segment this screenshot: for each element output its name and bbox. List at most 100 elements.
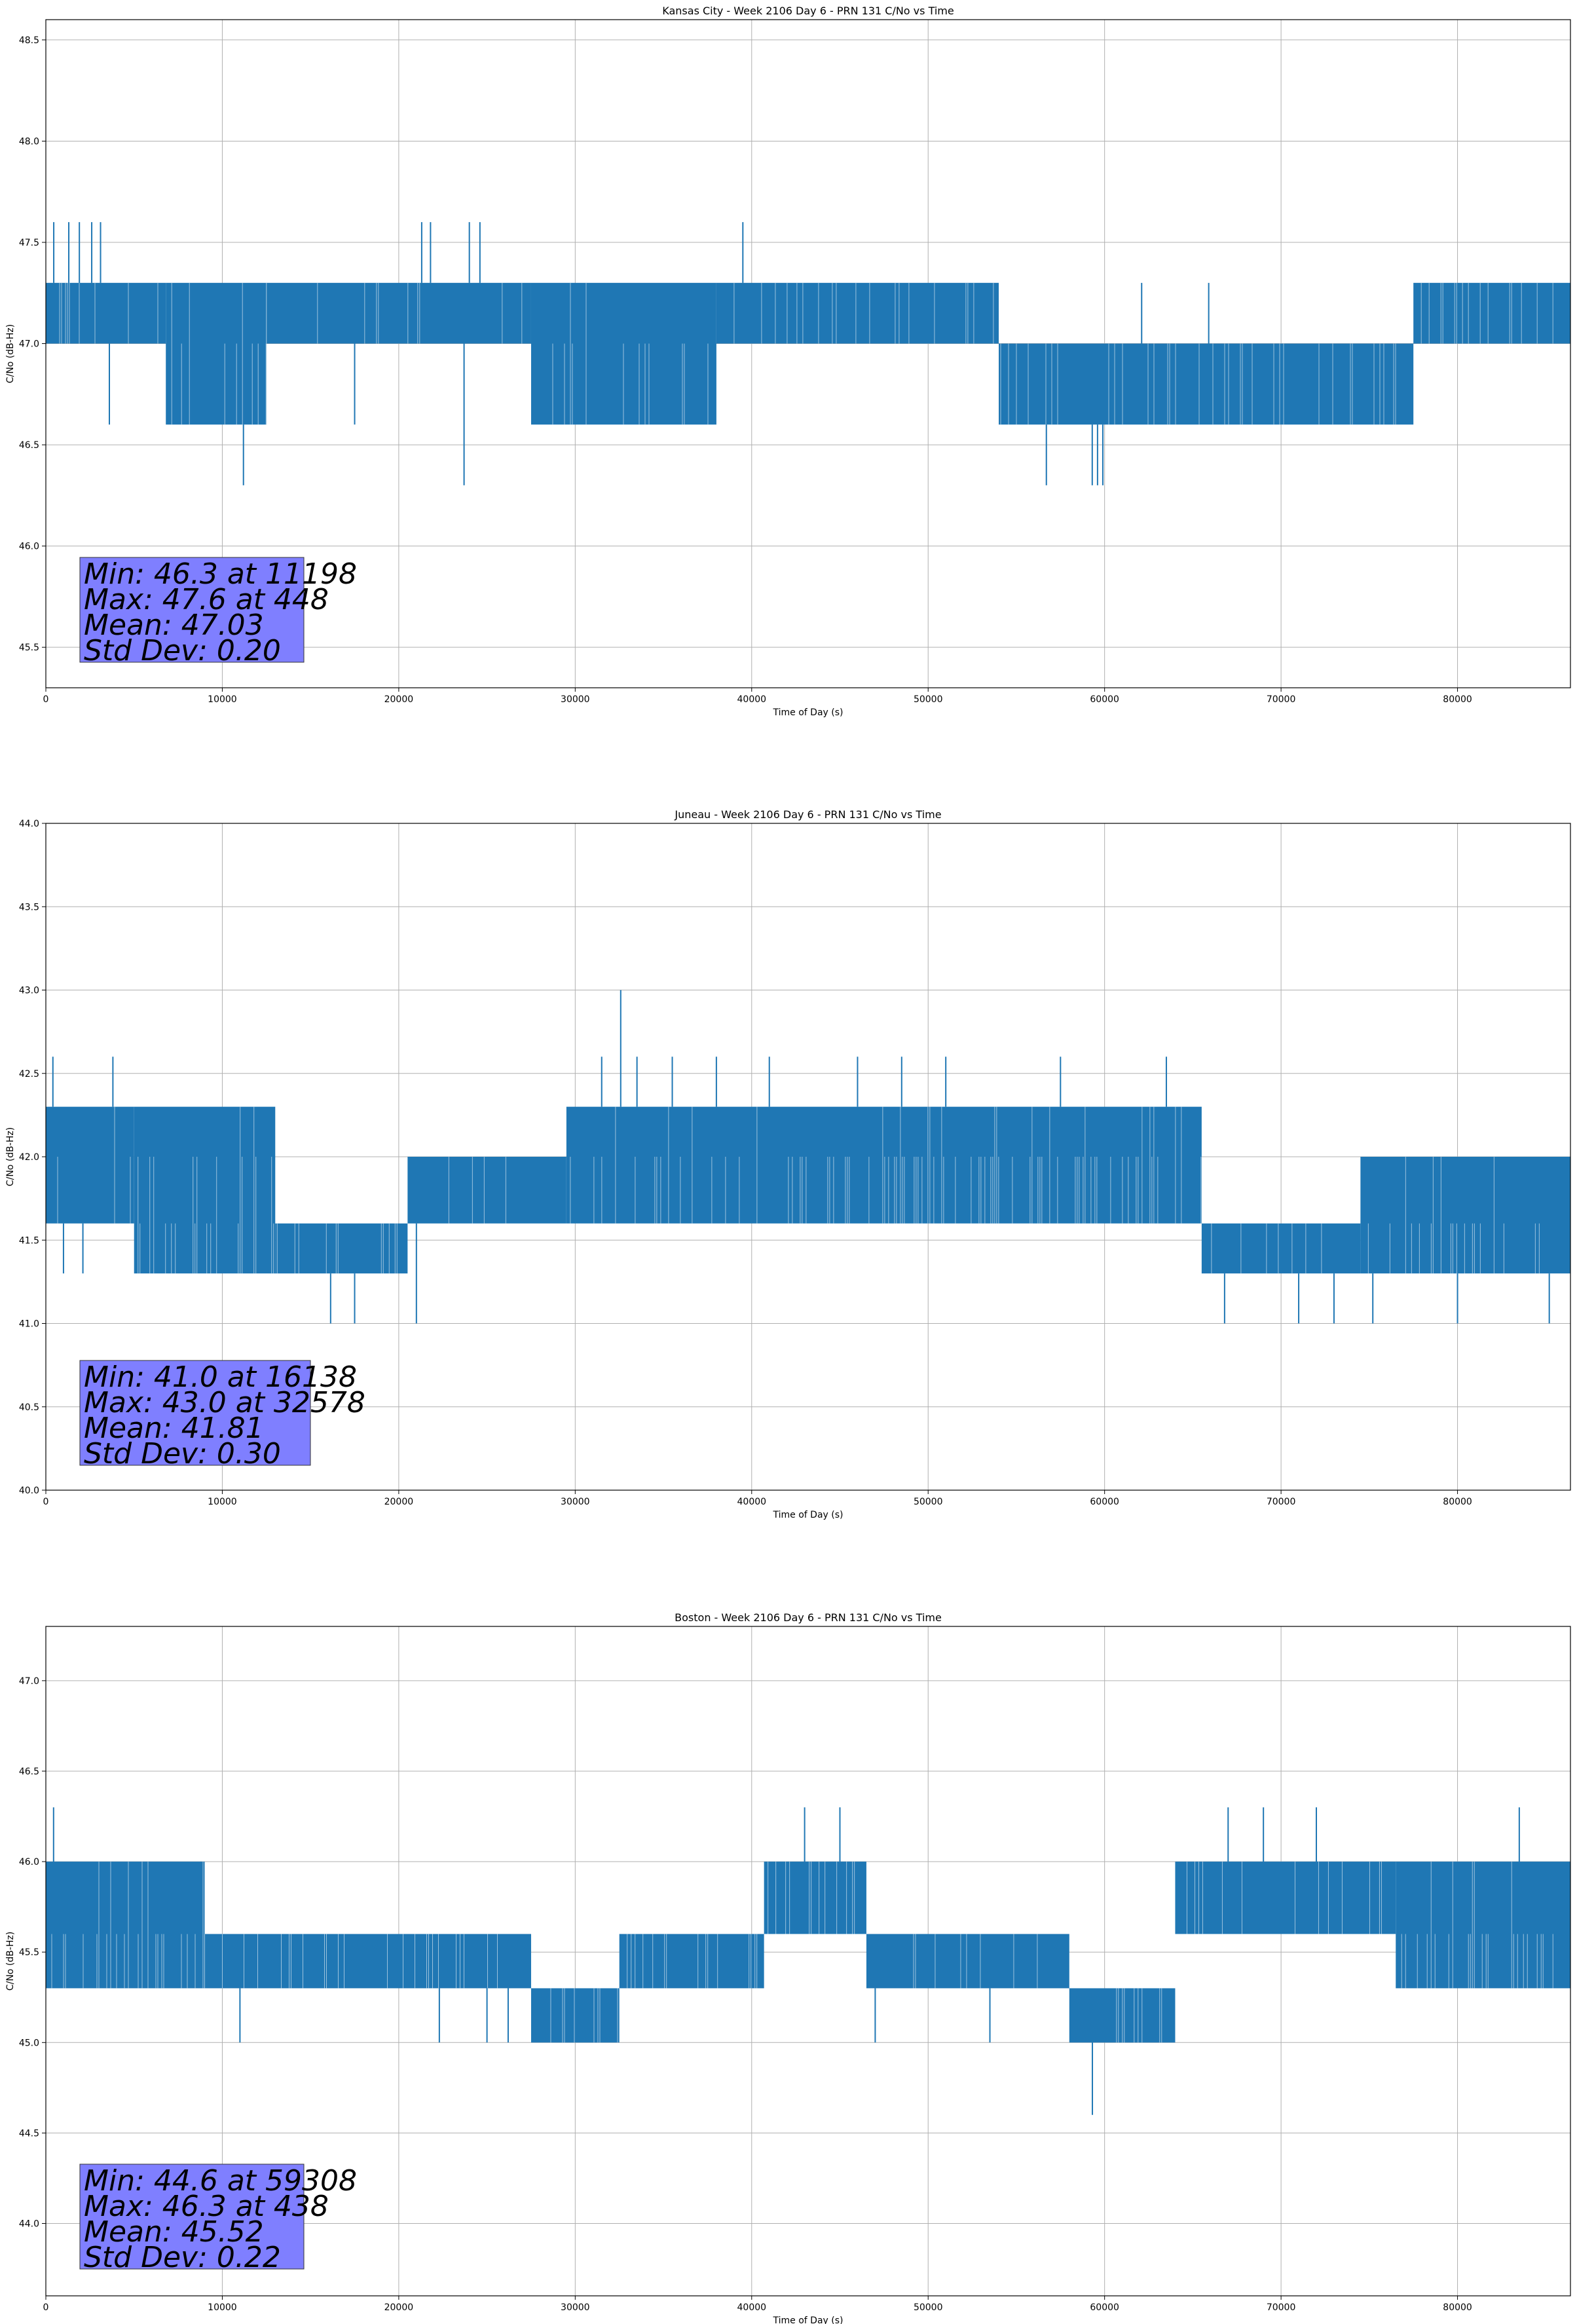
y-tick-label: 44.0 [19,2219,39,2230]
x-tick-label: 30000 [561,2302,590,2313]
chart-1: 0 10000 20000 30000 40000 50000 60000 70000 8000… [5,5,1571,718]
x-tick-label: 60000 [1090,2302,1119,2313]
data-band [1396,1862,1570,1989]
y-tick-label: 42.5 [19,1069,39,1079]
stats-line: Mean: 41.81 [84,1412,264,1445]
y-tick-label: 46.5 [19,440,39,451]
y-axis-label: C/No (dB-Hz) [5,324,16,383]
x-tick-label: 50000 [914,2302,943,2313]
data-band [619,1934,764,1989]
chart-title: Boston - Week 2106 Day 6 - PRN 131 C/No … [675,1611,942,1624]
x-tick-label: 20000 [384,2302,414,2313]
stats-line: Max: 43.0 at 32578 [84,1386,365,1419]
stats-box [79,1360,311,1466]
x-tick-label: 50000 [914,1497,943,1507]
y-tick-label: 48.5 [19,35,39,46]
axes-frame [45,1626,1571,2296]
chart-title: Kansas City - Week 2106 Day 6 - PRN 131 … [662,5,954,17]
data-band [566,1106,1202,1224]
stats-line: Std Dev: 0.22 [84,2241,281,2274]
x-tick-label: 40000 [737,694,767,705]
x-tick-label: 70000 [1267,694,1296,705]
data-band [134,1106,276,1274]
x-tick-label: 50000 [914,694,943,705]
data-band [716,282,999,344]
y-tick-label: 43.0 [19,986,39,996]
stats-box [79,557,305,663]
y-axis-label: C/No (dB-Hz) [5,1127,16,1186]
y-tick-label: 41.5 [19,1235,39,1246]
x-axis-label: Time of Day (s) [773,1510,844,1520]
y-tick-label: 47.5 [19,238,39,248]
y-tick-label: 44.5 [19,2128,39,2139]
y-tick-label: 40.5 [19,1402,39,1413]
data-band [530,1988,620,2043]
data-band [764,1862,866,1934]
stats-line: Std Dev: 0.20 [84,634,281,667]
stats-line: Max: 46.3 at 438 [84,2190,329,2223]
chart-title: Juneau - Week 2106 Day 6 - PRN 131 C/No … [674,808,941,821]
data-band [1175,1862,1396,1934]
x-tick-label: 10000 [208,1497,237,1507]
x-axis-label: Time of Day (s) [773,707,844,718]
y-tick-label: 47.0 [19,1676,39,1687]
x-tick-label: 70000 [1267,1497,1296,1507]
data-band [866,1934,1069,1989]
data-band [166,282,267,425]
data-band [407,1157,566,1224]
axes-frame [45,19,1571,688]
y-tick-label: 45.5 [19,643,39,653]
data-band [46,282,166,344]
data-band [46,1106,134,1224]
data-series [46,1807,1570,2115]
stats-line: Min: 41.0 at 16138 [84,1360,357,1394]
data-band [266,282,531,344]
y-tick-label: 47.0 [19,339,39,350]
x-tick-label: 60000 [1090,1497,1119,1507]
stats-line: Max: 47.6 at 448 [84,583,329,616]
x-tick-label: 0 [43,1497,49,1507]
stats-line: Min: 44.6 at 59308 [84,2164,357,2198]
y-tick-label: 43.5 [19,902,39,912]
y-tick-label: 46.0 [19,1857,39,1867]
x-tick-label: 80000 [1443,1497,1472,1507]
data-band [1201,1223,1361,1274]
stats-box [79,2164,305,2270]
data-band [204,1934,531,1989]
x-tick-label: 0 [43,2302,49,2313]
y-tick-label: 44.0 [19,819,39,829]
stats-line: Min: 46.3 at 11198 [84,557,357,591]
y-tick-label: 42.0 [19,1152,39,1163]
x-tick-label: 30000 [561,694,590,705]
x-tick-label: 40000 [737,1497,767,1507]
chart-2: 0 10000 20000 30000 40000 50000 60000 70000 8000… [5,808,1571,1520]
data-band [275,1223,408,1274]
data-band [1413,282,1570,344]
x-tick-label: 20000 [384,1497,414,1507]
x-tick-label: 20000 [384,694,414,705]
x-tick-label: 10000 [208,2302,237,2313]
x-tick-label: 30000 [561,1497,590,1507]
data-series [46,222,1570,485]
y-tick-label: 48.0 [19,136,39,147]
x-tick-label: 0 [43,694,49,705]
x-tick-label: 80000 [1443,2302,1472,2313]
x-tick-label: 10000 [208,694,237,705]
stats-line: Std Dev: 0.30 [84,1437,281,1471]
data-series [45,990,1570,1324]
y-tick-label: 45.5 [19,1947,39,1958]
stats-line: Mean: 47.03 [84,609,264,642]
x-tick-label: 60000 [1090,694,1119,705]
y-tick-label: 45.0 [19,2038,39,2048]
x-axis-label: Time of Day (s) [773,2315,844,2324]
data-band [46,1862,205,1989]
y-tick-label: 46.5 [19,1767,39,1777]
chart-3: 0 10000 20000 30000 40000 50000 60000 70000 8000… [5,1611,1571,2324]
y-tick-label: 40.0 [19,1486,39,1496]
data-band [999,343,1414,425]
y-tick-label: 46.0 [19,542,39,552]
stats-line: Mean: 45.52 [84,2215,264,2249]
x-tick-label: 40000 [737,2302,767,2313]
x-tick-label: 70000 [1267,2302,1296,2313]
